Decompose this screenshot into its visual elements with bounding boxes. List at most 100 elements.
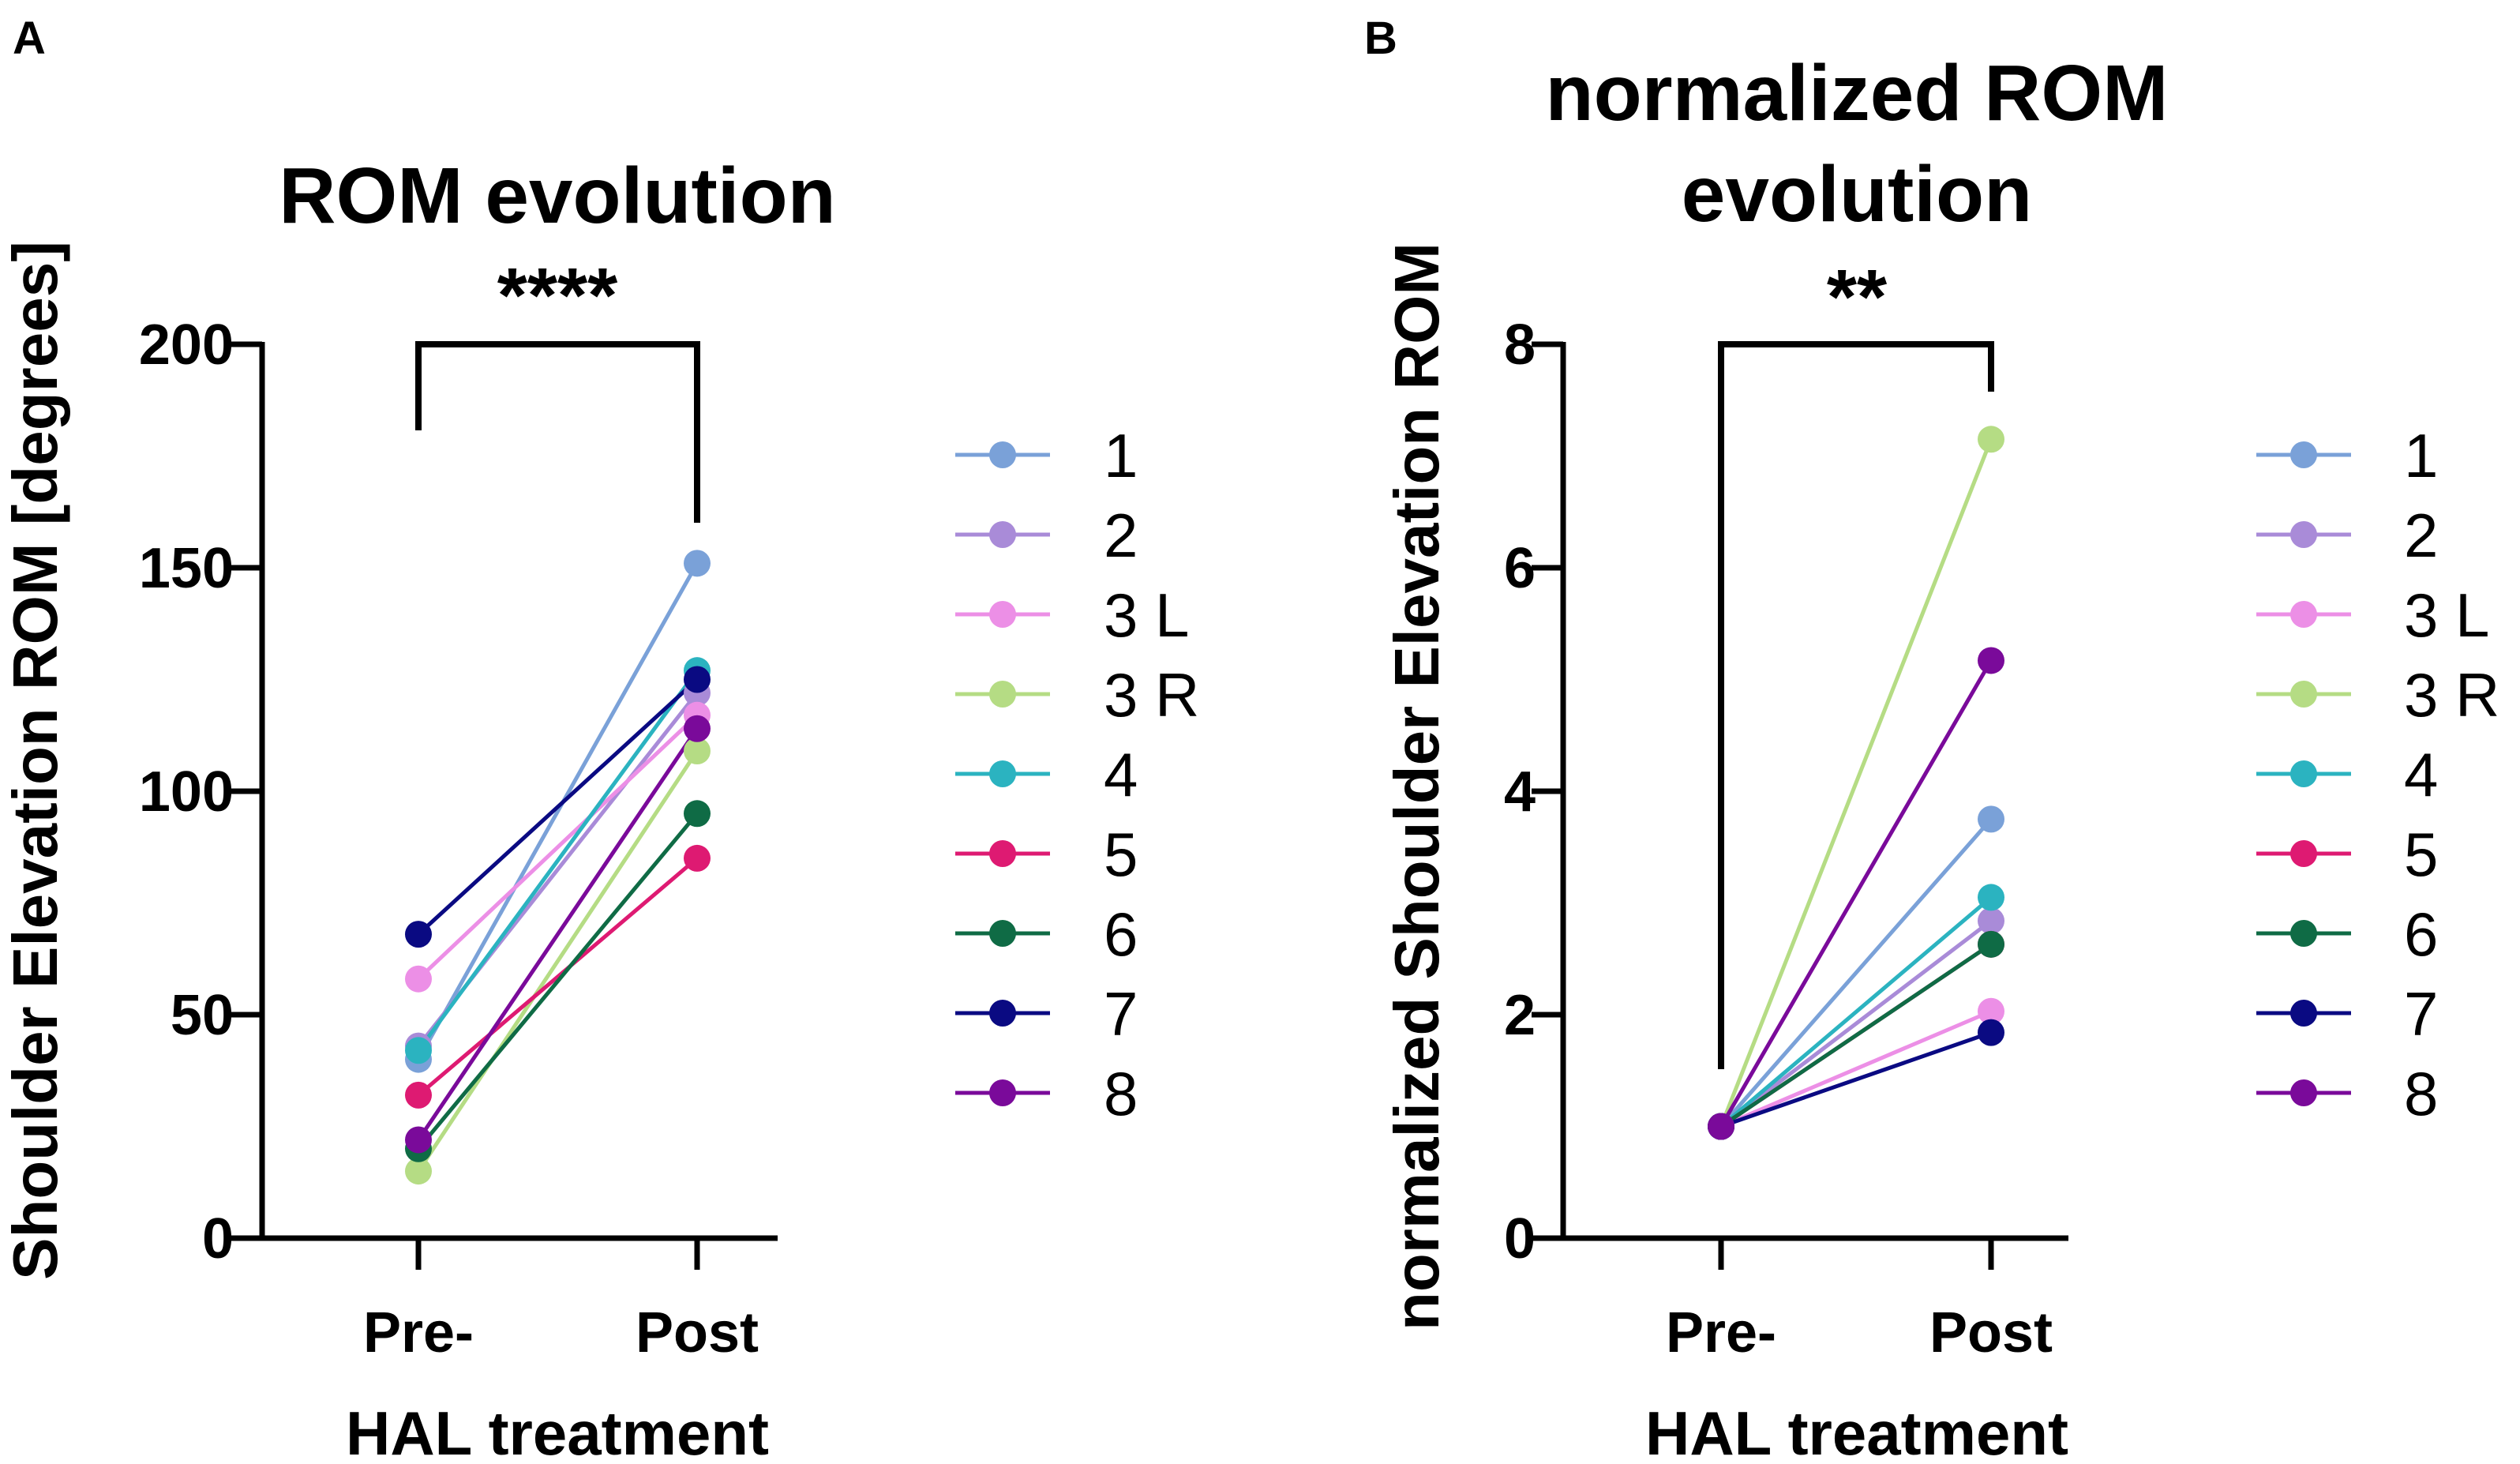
series-line-6 — [1719, 942, 1993, 1128]
data-point-8 — [405, 1126, 432, 1154]
legend-label: 3 L — [1104, 580, 1189, 650]
panel-a-significance: **** — [497, 252, 618, 339]
panel-b-significance-bracket — [1718, 341, 1994, 1069]
legend-label: 8 — [1104, 1059, 1138, 1128]
legend-marker — [989, 920, 1016, 947]
data-point-3-r — [684, 738, 711, 765]
x-tick-label: Post — [636, 1301, 759, 1365]
panel-b-significance: ** — [1827, 253, 1888, 340]
series-line-4 — [416, 669, 699, 1052]
legend-marker — [2290, 441, 2317, 468]
data-point-3-r — [1978, 426, 2004, 453]
legend-label: 8 — [2404, 1059, 2438, 1128]
series-line-3-l — [1720, 1009, 1992, 1128]
data-point-1 — [1978, 805, 2004, 833]
y-tick-label: 50 — [171, 984, 234, 1047]
series-line-6 — [417, 812, 699, 1151]
data-point-8 — [1708, 1113, 1734, 1140]
panel-a-x-axis-label: HAL treatment — [346, 1398, 769, 1464]
panel-a-label: A — [13, 13, 46, 64]
legend-label: 3 R — [1104, 660, 1199, 730]
panel-a: A ROM evolution **** Shoulder Elevation … — [0, 13, 1199, 1464]
legend-label: 6 — [1104, 899, 1138, 969]
data-point-3-l — [1978, 997, 2004, 1025]
legend-marker — [989, 760, 1016, 787]
legend-marker — [2290, 601, 2317, 628]
panel-b-axes — [1532, 341, 2068, 1270]
series-line-1 — [1719, 817, 1993, 1128]
legend-label: 4 — [2404, 740, 2438, 809]
data-point-1 — [684, 550, 711, 577]
data-point-3-l — [405, 965, 432, 993]
panel-a-y-axis-label: Shoulder Elevation ROM [degrees] — [0, 241, 70, 1280]
legend-marker — [2290, 760, 2317, 787]
y-tick-label: 100 — [139, 760, 234, 824]
panel-a-significance-bracket — [415, 341, 700, 523]
data-point-2 — [1978, 907, 2004, 935]
legend-marker — [989, 681, 1016, 708]
y-tick-label: 2 — [1504, 984, 1536, 1047]
data-point-4 — [1978, 884, 2004, 911]
panel-b-y-axis-label: normalized Shoulder Elevation ROM — [1382, 242, 1452, 1331]
panel-a-tick-labels: 0 50 100 150 200 Pre- Post — [139, 313, 759, 1365]
series-line-2 — [1719, 919, 1993, 1128]
data-point-6 — [684, 800, 711, 828]
panel-a-series — [405, 550, 711, 1185]
panel-a-legend: 1 2 3 L 3 R 4 5 6 7 8 — [955, 421, 1199, 1128]
data-point-8 — [684, 715, 711, 742]
legend-marker — [989, 441, 1016, 468]
panel-b: B normalized ROM evolution ** normalized… — [1364, 13, 2499, 1464]
y-tick-label: 6 — [1504, 537, 1536, 600]
legend-label: 5 — [1104, 820, 1138, 889]
series-line-5 — [417, 856, 699, 1097]
panel-a-axes — [231, 341, 778, 1270]
data-point-8 — [1978, 647, 2004, 674]
legend-label: 7 — [1104, 979, 1138, 1049]
legend-label: 2 — [2404, 501, 2438, 570]
legend-label: 6 — [2404, 899, 2438, 969]
legend-marker — [2290, 840, 2317, 867]
panel-b-title-line-2: evolution — [1682, 150, 2032, 238]
series-line-1 — [416, 562, 699, 1060]
legend-label: 1 — [1104, 421, 1138, 490]
legend-marker — [989, 1079, 1016, 1106]
panel-b-series — [1708, 426, 2004, 1140]
legend-marker — [2290, 681, 2317, 708]
y-tick-label: 4 — [1504, 760, 1536, 824]
data-point-5 — [684, 844, 711, 872]
panel-b-legend: 1 2 3 L 3 R 4 5 6 7 8 — [2256, 421, 2499, 1128]
data-point-4 — [405, 1037, 432, 1064]
legend-marker — [989, 840, 1016, 867]
data-point-6 — [1978, 930, 2004, 958]
panel-b-label: B — [1364, 13, 1397, 64]
legend-label: 2 — [1104, 501, 1138, 570]
y-tick-label: 200 — [139, 313, 234, 377]
series-line-8 — [416, 727, 699, 1141]
y-tick-label: 8 — [1504, 313, 1536, 377]
legend-label: 5 — [2404, 820, 2438, 889]
legend-marker — [2290, 920, 2317, 947]
legend-label: 1 — [2404, 421, 2438, 490]
data-point-7 — [1978, 1019, 2004, 1046]
legend-marker — [989, 1000, 1016, 1027]
data-point-7 — [684, 666, 711, 693]
data-point-7 — [405, 921, 432, 948]
panel-b-title-line-1: normalized ROM — [1546, 49, 2169, 137]
legend-marker — [989, 601, 1016, 628]
series-line-7 — [417, 678, 699, 936]
series-line-3-r — [416, 749, 699, 1173]
series-line-8 — [1719, 659, 1993, 1128]
panel-b-x-axis-label: HAL treatment — [1645, 1398, 2068, 1464]
legend-marker — [2290, 1079, 2317, 1106]
legend-marker — [2290, 1000, 2317, 1027]
legend-marker — [989, 521, 1016, 548]
series-line-3-l — [417, 713, 699, 981]
legend-label: 4 — [1104, 740, 1138, 809]
x-tick-label: Post — [1929, 1301, 2053, 1365]
y-tick-label: 150 — [139, 537, 234, 600]
y-tick-label: 0 — [202, 1207, 234, 1271]
legend-marker — [2290, 521, 2317, 548]
legend-label: 3 R — [2404, 660, 2499, 730]
x-tick-label: Pre- — [1666, 1301, 1776, 1365]
legend-label: 7 — [2404, 979, 2438, 1049]
